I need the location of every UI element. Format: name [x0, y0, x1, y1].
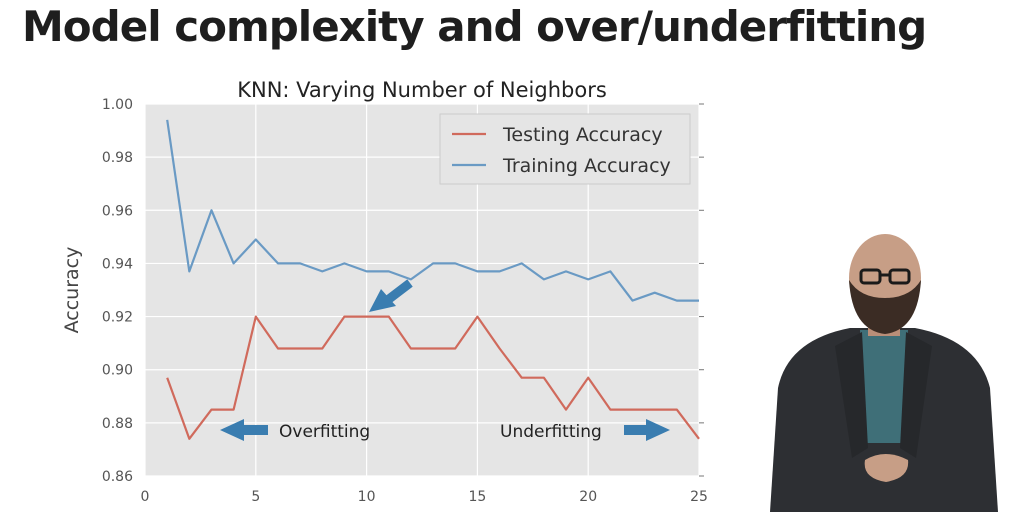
x-tick-label: 0: [141, 489, 150, 505]
presenter-figure: [770, 234, 998, 512]
legend-label: Testing Accuracy: [502, 124, 663, 146]
y-tick-label: 0.92: [102, 310, 133, 326]
y-tick-label: 1.00: [102, 97, 133, 113]
legend-box: [439, 113, 691, 185]
series-line-training-accuracy: [166, 119, 699, 302]
x-tick-label: 25: [690, 489, 708, 505]
y-tick-label: 0.96: [102, 203, 133, 219]
y-axis-label: Accuracy: [61, 247, 83, 334]
arrow-right-shaft: [624, 425, 648, 435]
presenter-shirt: [860, 330, 908, 443]
underfitting-label: Underfitting: [500, 422, 602, 442]
y-tick-label: 0.98: [102, 150, 133, 166]
y-tick-label: 0.88: [102, 416, 133, 432]
presenter-hands: [864, 454, 909, 482]
x-tick-label: 20: [579, 489, 597, 505]
arrow-left-shaft: [244, 425, 268, 435]
arrow-diagonal-shaft: [386, 279, 413, 303]
x-tick-label: 10: [358, 489, 376, 505]
x-tick-label: 15: [468, 489, 486, 505]
overfitting-label: Overfitting: [279, 422, 370, 442]
y-tick-label: 0.90: [102, 363, 133, 379]
y-tick-label: 0.86: [102, 469, 133, 485]
series-line-testing-accuracy: [166, 315, 700, 440]
arrow-left-icon: [220, 419, 244, 441]
slide-title: Model complexity and over/underfitting: [22, 2, 927, 51]
y-tick-label: 0.94: [102, 256, 133, 272]
chart-title: KNN: Varying Number of Neighbors: [237, 78, 607, 102]
presenter-beard: [849, 280, 921, 334]
x-tick-label: 5: [251, 489, 260, 505]
arrow-diagonal-icon: [369, 289, 396, 312]
legend-label: Training Accuracy: [502, 155, 671, 177]
arrow-right-icon: [646, 419, 670, 441]
